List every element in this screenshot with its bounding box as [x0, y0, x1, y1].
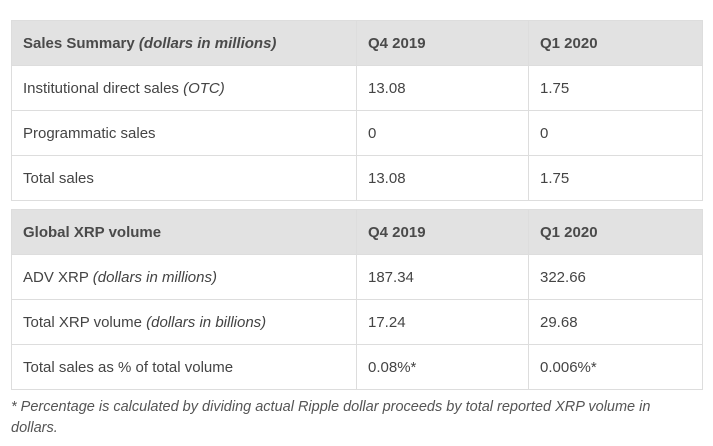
footnote: * Percentage is calculated by dividing a… — [11, 399, 651, 436]
cell-q1-2020: 29.68 — [528, 299, 703, 345]
header-q1-2020: Q1 2020 — [528, 20, 703, 66]
cell-q4-2019: 13.08 — [356, 155, 529, 201]
row-label: ADV XRP (dollars in millions) — [11, 254, 357, 300]
cell-q4-2019: 13.08 — [356, 65, 529, 111]
row-label-text: Institutional direct sales — [23, 79, 179, 97]
table-header-row: Global XRP volume Q4 2019 Q1 2020 — [11, 209, 703, 255]
cell-q4-2019: 17.24 — [356, 299, 529, 345]
cell-q1-2020: 0.006%* — [528, 344, 703, 390]
global-xrp-volume-table: Global XRP volume Q4 2019 Q1 2020 ADV XR… — [11, 209, 703, 390]
row-label: Total sales as % of total volume — [11, 344, 357, 390]
row-label-note: (dollars in billions) — [146, 313, 267, 331]
header-title-note: (dollars in millions) — [138, 34, 277, 52]
sales-summary-table: Sales Summary (dollars in millions) Q4 2… — [11, 20, 703, 201]
cell-q1-2020: 0 — [528, 110, 703, 156]
cell-q1-2020: 1.75 — [528, 65, 703, 111]
cell-q4-2019: 0 — [356, 110, 529, 156]
header-q4-2019: Q4 2019 — [356, 209, 529, 255]
row-label: Total sales — [11, 155, 357, 201]
header-q4-2019: Q4 2019 — [356, 20, 529, 66]
cell-q1-2020: 1.75 — [528, 155, 703, 201]
row-label: Programmatic sales — [11, 110, 357, 156]
row-label: Total XRP volume (dollars in billions) — [11, 299, 357, 345]
cell-q4-2019: 187.34 — [356, 254, 529, 300]
table-row: Total sales as % of total volume 0.08%* … — [11, 344, 703, 390]
cell-q4-2019: 0.08%* — [356, 344, 529, 390]
table-row: Institutional direct sales (OTC) 13.08 1… — [11, 65, 703, 111]
table-row: Total XRP volume (dollars in billions) 1… — [11, 299, 703, 345]
table-header-row: Sales Summary (dollars in millions) Q4 2… — [11, 20, 703, 66]
header-q1-2020: Q1 2020 — [528, 209, 703, 255]
row-label: Institutional direct sales (OTC) — [11, 65, 357, 111]
header-sales-summary: Sales Summary (dollars in millions) — [11, 20, 357, 66]
header-title: Sales Summary — [23, 34, 135, 52]
row-label-text: ADV XRP — [23, 268, 89, 286]
table-row: Programmatic sales 0 0 — [11, 110, 703, 156]
row-label-note: (OTC) — [183, 79, 225, 97]
table-row: Total sales 13.08 1.75 — [11, 155, 703, 201]
row-label-text: Total XRP volume — [23, 313, 142, 331]
row-label-note: (dollars in millions) — [92, 268, 217, 286]
table-row: ADV XRP (dollars in millions) 187.34 322… — [11, 254, 703, 300]
header-global-xrp-volume: Global XRP volume — [11, 209, 357, 255]
cell-q1-2020: 322.66 — [528, 254, 703, 300]
